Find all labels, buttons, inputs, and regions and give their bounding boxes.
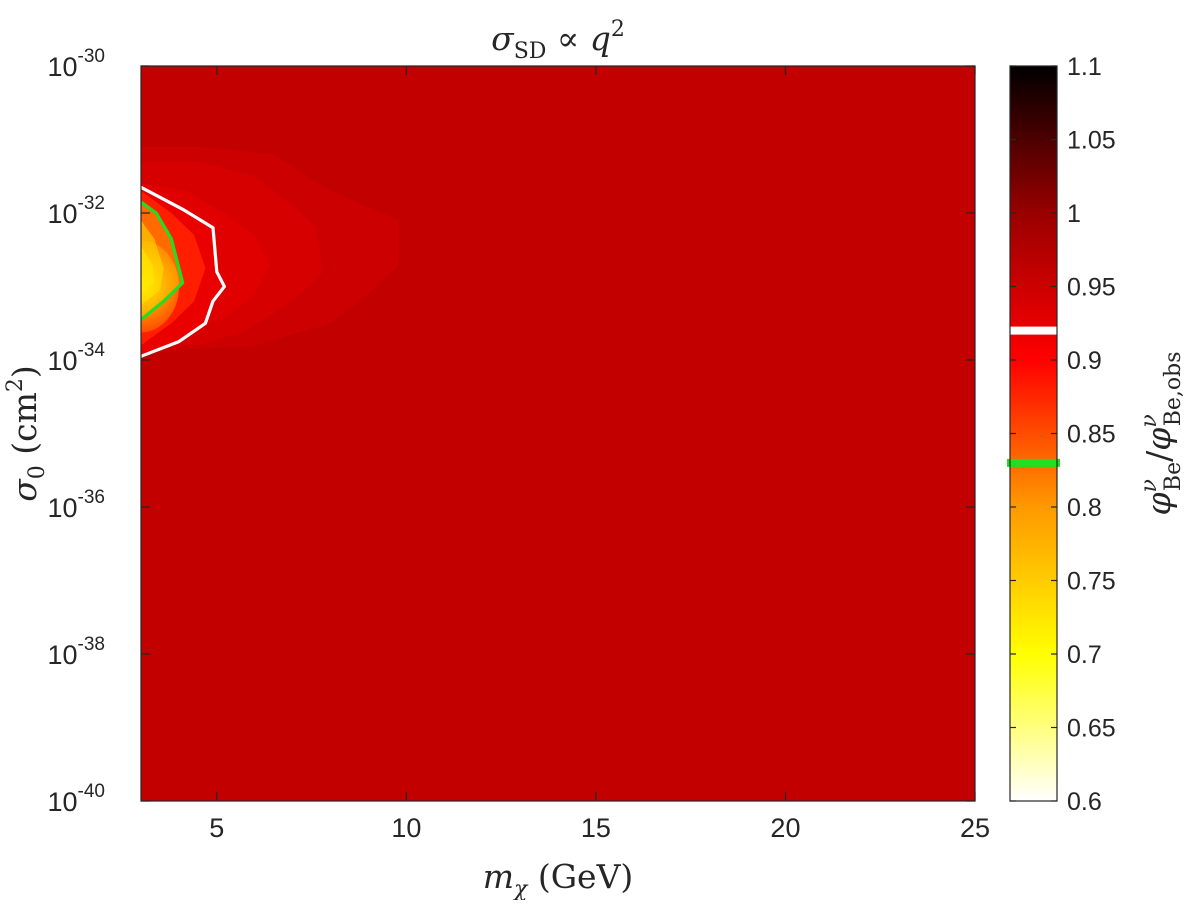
colorbar-level-marker [1007, 326, 1060, 335]
y-axis-label: σ0 (cm2) [3, 365, 50, 502]
x-axis-label: mχ (GeV) [483, 857, 634, 900]
plot-frame [140, 65, 976, 802]
contour-line [141, 185, 226, 358]
y-tick-label: 10-32 [47, 193, 105, 229]
x-tick-label: 20 [770, 813, 800, 843]
colorbar-tick-label: 0.75 [1067, 568, 1116, 596]
y-tick-label: 10-40 [47, 781, 105, 817]
colorbar [1010, 66, 1057, 801]
colorbar-level-marker [1007, 458, 1060, 467]
x-tick-label: 25 [960, 813, 990, 843]
colorbar-tick-label: 1.1 [1067, 53, 1102, 81]
x-tick-label: 5 [209, 813, 224, 843]
colorbar-tick-label: 0.8 [1067, 494, 1102, 522]
y-tick-label: 10-36 [47, 487, 105, 523]
y-tick-label: 10-38 [47, 634, 105, 670]
y-tick-label: 10-34 [47, 340, 105, 376]
chart-title: σSD ∝ q2 [491, 17, 625, 64]
contour-line [141, 200, 185, 321]
colorbar-tick-label: 0.65 [1067, 715, 1116, 743]
colorbar-tick-label: 0.9 [1067, 347, 1102, 375]
x-tick-label: 10 [391, 813, 421, 843]
colorbar-label: φνBe/φνBe,obs [1137, 351, 1186, 515]
colorbar-tick-label: 0.95 [1067, 274, 1116, 302]
colorbar-tick-label: 1 [1067, 200, 1081, 228]
colorbar-tick-label: 0.85 [1067, 421, 1116, 449]
contour-fills [141, 146, 399, 358]
x-tick-label: 15 [581, 813, 611, 843]
y-tick-label: 10-30 [47, 46, 105, 82]
colorbar-tick-label: 1.05 [1067, 127, 1116, 155]
colorbar-tick-label: 0.7 [1067, 641, 1102, 669]
minimum-core [141, 240, 179, 333]
colorbar-tick-label: 0.6 [1067, 788, 1102, 816]
